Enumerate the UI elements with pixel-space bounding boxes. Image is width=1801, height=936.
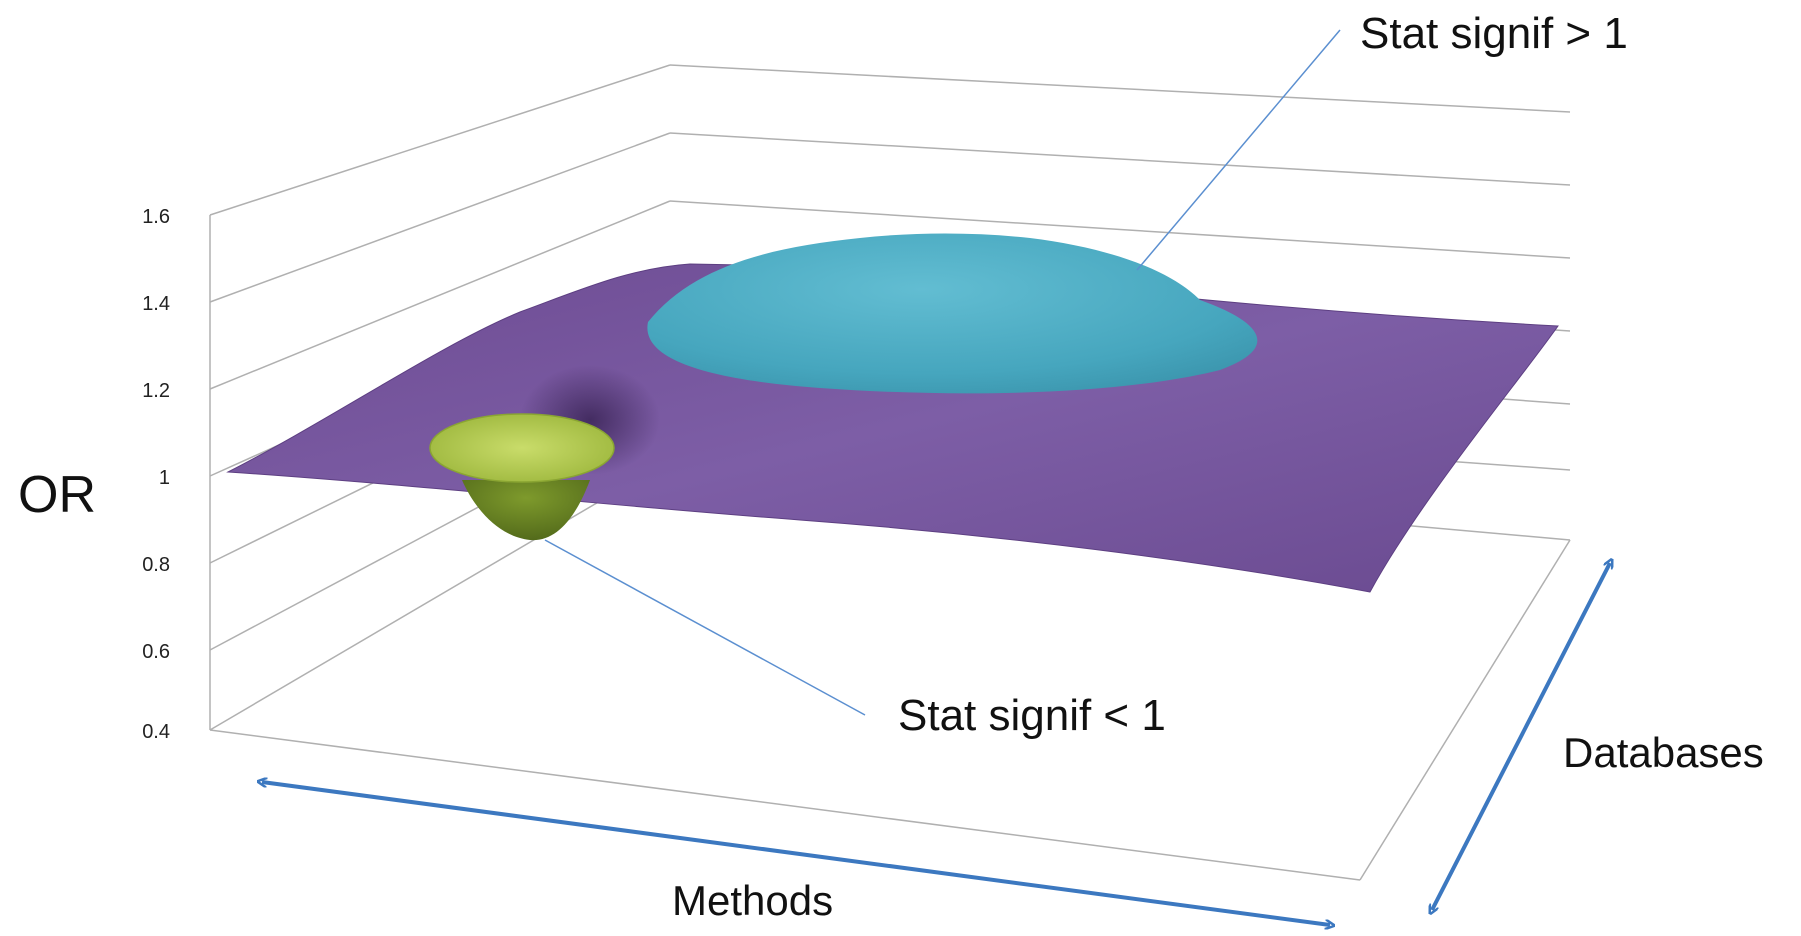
tick-1-4: 1.4 bbox=[142, 293, 170, 315]
high-annotation-leader bbox=[1136, 29, 1341, 271]
methods-arrow bbox=[262, 782, 1330, 925]
floor-front-edge bbox=[209, 729, 1361, 881]
tick-0-8: 0.8 bbox=[142, 554, 170, 576]
y-tick-labels: 0.4 0.6 0.8 1 1.2 1.4 1.6 bbox=[142, 206, 170, 743]
dip-bowl bbox=[462, 480, 590, 541]
tick-1-6: 1.6 bbox=[142, 206, 170, 228]
high-annotation: Stat signif > 1 bbox=[1360, 9, 1628, 58]
gridline-1-4 bbox=[209, 132, 671, 303]
databases-arrow bbox=[1432, 563, 1610, 910]
tick-1-2: 1.2 bbox=[142, 380, 170, 402]
low-annotation: Stat signif < 1 bbox=[898, 691, 1166, 740]
low-annotation-leader bbox=[544, 539, 866, 716]
tick-0-6: 0.6 bbox=[142, 641, 170, 663]
dip-rim bbox=[429, 413, 615, 483]
x-axis-label: Methods bbox=[672, 877, 833, 924]
peak-dome bbox=[647, 233, 1258, 394]
gridline-1-6 bbox=[209, 64, 671, 216]
gridline-0-4 bbox=[209, 459, 671, 731]
floor-right-edge bbox=[1359, 539, 1571, 881]
y-axis-label: OR bbox=[18, 466, 96, 524]
tick-1: 1 bbox=[159, 467, 170, 489]
z-axis-label: Databases bbox=[1563, 729, 1764, 776]
tick-0-4: 0.4 bbox=[142, 721, 170, 743]
gridline-1-2 bbox=[209, 200, 671, 390]
